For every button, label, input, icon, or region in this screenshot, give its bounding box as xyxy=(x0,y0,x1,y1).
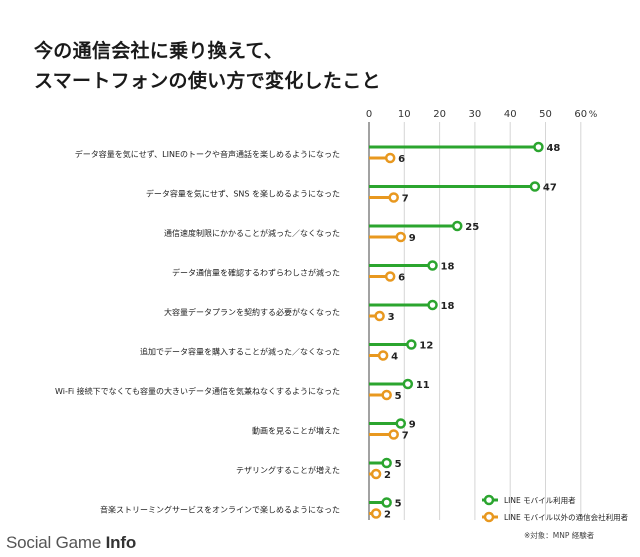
series-2-value-label: 6 xyxy=(398,273,405,284)
x-tick-label: 50 xyxy=(539,109,552,120)
series-2-value-label: 2 xyxy=(384,470,391,481)
category-label: データ容量を気にせず、LINEのトークや音声通話を楽しめるようになった xyxy=(75,149,340,159)
chart-title-line-2: スマートフォンの使い方で変化したこと xyxy=(34,70,381,92)
category-label: 通信速度制限にかかることが減った／なくなった xyxy=(164,228,340,238)
category-label: Wi-Fi 接続下でなくても容量の大きいデータ通信を気兼ねなくするようになった xyxy=(55,386,340,396)
category-label: データ容量を気にせず、SNS を楽しめるようになった xyxy=(146,189,340,199)
legend-label-2: LINE モバイル以外の通信会社利用者 xyxy=(504,512,629,522)
series-2-value-label: 3 xyxy=(388,312,395,323)
series-2-marker xyxy=(388,192,399,203)
category-label: 追加でデータ容量を購入することが減った／なくなった xyxy=(140,347,340,357)
x-tick-label: 40 xyxy=(504,109,517,120)
series-2-marker xyxy=(374,310,385,322)
chart-title-line-1: 今の通信会社に乗り換えて、 xyxy=(34,40,284,62)
series-2-marker xyxy=(370,508,382,519)
series-1-value-label: 5 xyxy=(395,459,402,470)
category-label: テザリングすることが増えた xyxy=(236,465,340,475)
footnote: ※対象：MNP 経験者 xyxy=(524,531,595,540)
series-1-marker xyxy=(452,220,463,232)
series-1-value-label: 9 xyxy=(409,420,416,431)
category-label: データ通信量を確認するわずらわしさが減った xyxy=(172,268,340,278)
series-1-value-label: 48 xyxy=(546,143,560,154)
series-1-marker xyxy=(533,141,544,153)
series-2-marker xyxy=(388,429,399,440)
series-1-value-label: 12 xyxy=(419,341,433,352)
series-1-marker xyxy=(381,497,392,508)
category-label: 大容量データプランを契約する必要がなくなった xyxy=(164,307,340,317)
series-2-value-label: 5 xyxy=(395,391,402,402)
watermark-regular: Social Game xyxy=(6,533,106,552)
series-2-marker xyxy=(384,271,396,282)
series-1-marker xyxy=(406,339,417,350)
x-tick-label: 10 xyxy=(398,109,411,120)
series-1-value-label: 11 xyxy=(416,380,430,391)
series-1-marker xyxy=(427,299,438,311)
series-2-value-label: 7 xyxy=(402,194,409,205)
legend-marker-1 xyxy=(483,494,495,506)
series-2-marker xyxy=(384,152,396,164)
series-1-marker xyxy=(402,378,414,390)
category-label: 動画を見ることが増えた xyxy=(252,426,340,436)
series-2-value-label: 6 xyxy=(398,154,405,165)
chart-title: 今の通信会社に乗り換えて、 スマートフォンの使い方で変化したこと xyxy=(34,36,381,96)
x-tick-label: 0 xyxy=(366,109,372,120)
x-tick-label: 60 xyxy=(574,109,587,120)
series-1-value-label: 18 xyxy=(441,301,455,312)
series-2-marker xyxy=(381,389,392,401)
series-2-value-label: 9 xyxy=(409,233,416,244)
series-2-marker xyxy=(395,231,407,243)
x-tick-label: 20 xyxy=(433,109,446,120)
series-2-marker xyxy=(370,468,382,480)
watermark-bold: Info xyxy=(105,533,137,552)
series-1-value-label: 25 xyxy=(465,222,479,233)
series-1-value-label: 18 xyxy=(441,262,455,273)
category-label: 音楽ストリーミングサービスをオンラインで楽しめるようになった xyxy=(100,505,340,515)
series-2-value-label: 2 xyxy=(384,510,391,521)
x-unit-label: % xyxy=(589,110,598,120)
legend-label-1: LINE モバイル利用者 xyxy=(504,495,576,505)
series-1-marker xyxy=(381,457,392,469)
legend-marker-2 xyxy=(483,511,495,523)
series-1-marker xyxy=(427,260,438,271)
series-1-marker xyxy=(529,181,541,192)
series-1-marker xyxy=(395,418,407,429)
series-2-value-label: 7 xyxy=(402,431,409,442)
series-2-marker xyxy=(377,350,389,361)
series-1-value-label: 5 xyxy=(395,499,402,510)
x-tick-label: 30 xyxy=(469,109,482,120)
watermark: Social Game Info xyxy=(6,533,136,553)
series-1-value-label: 47 xyxy=(543,183,557,194)
series-2-value-label: 4 xyxy=(391,352,398,363)
